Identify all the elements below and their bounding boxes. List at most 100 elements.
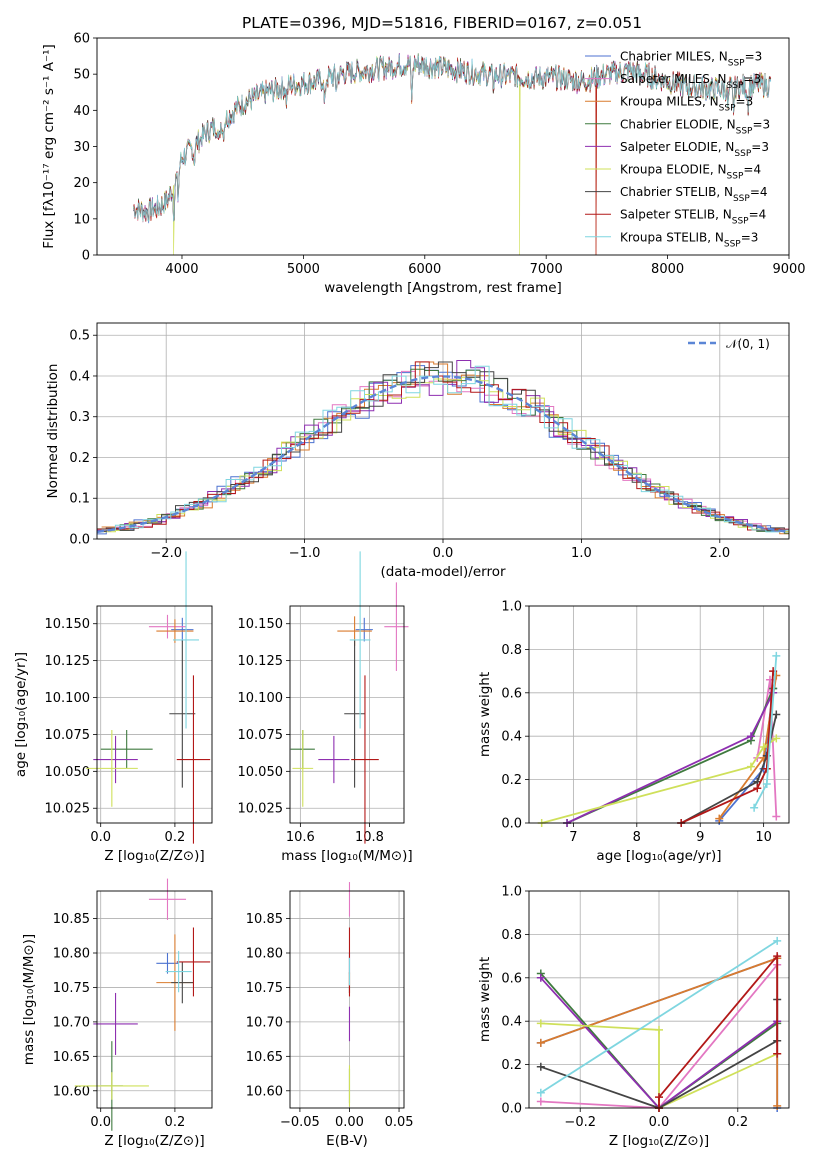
y-tick-label: 0.4: [69, 369, 90, 384]
y-axis-label: mass weight: [477, 957, 493, 1042]
errorbar-point: [171, 961, 194, 1004]
y-tick-label: 0.6: [501, 686, 522, 701]
y-tick-label: 10.80: [246, 947, 283, 962]
x-tick-label: 10.6: [286, 830, 315, 845]
y-tick-label: 10.85: [246, 912, 283, 927]
x-tick-label: 0.2: [165, 1115, 186, 1130]
axes-frame: [96, 322, 790, 540]
plus-marker: [762, 779, 771, 788]
histogram-kroupa-stelib: [101, 365, 789, 533]
errorbar-point: [292, 730, 314, 807]
x-tick-label: 4000: [165, 262, 198, 277]
x-tick-label: 10.8: [355, 830, 384, 845]
y-tick-label: 10.75: [53, 981, 90, 996]
legend-entry: Kroupa STELIB, NSSP=3: [620, 230, 758, 249]
normal-reference-curve: [96, 375, 790, 534]
axes-frame: [528, 605, 790, 824]
y-tick-label: 0.8: [501, 643, 522, 658]
y-tick-label: 10.80: [53, 947, 90, 962]
legend-entry: Chabrier ELODIE, NSSP=3: [620, 117, 770, 136]
y-tick-label: 10.75: [246, 981, 283, 996]
x-tick-label: 0.00: [335, 1115, 364, 1130]
y-tick-label: 10.125: [45, 654, 91, 669]
errorbar-point: [93, 992, 138, 1055]
legend-entry: Chabrier MILES, NSSP=3: [620, 50, 762, 69]
x-tick-label: −2.0: [150, 546, 182, 561]
x-tick-label: 2.0: [709, 546, 730, 561]
weight-line-kroupa-elodie: [541, 737, 777, 824]
weight-line-kroupa-elodie: [540, 1022, 778, 1110]
errorbar-point: [148, 878, 187, 920]
y-tick-label: 1.0: [501, 885, 522, 900]
axes-frame: [96, 890, 213, 1109]
plus-marker: [773, 936, 782, 945]
x-axis-label: Z [log₁₀(Z/Z⊙)]: [609, 1133, 709, 1149]
axes-frame: [96, 37, 790, 256]
histogram-chabrier-elodie: [97, 368, 789, 534]
plus-marker: [746, 762, 755, 771]
age-vs-mass-panel: 10.6 10.8 10.025 10.050 10.075 10.100 10.125 10…: [238, 551, 413, 864]
y-tick-label: 50: [73, 68, 90, 83]
residuals-panel: −2.0 −1.0 0.0 1.0 2.0 0.0 0.1 0.2 0.3 0.4 0.5 (data…: [45, 322, 790, 580]
x-tick-label: 0.0: [90, 1115, 111, 1130]
plus-marker: [536, 1088, 545, 1097]
plus-marker: [759, 743, 768, 752]
errorbar-point: [318, 735, 350, 784]
x-tick-label: 0.2: [727, 1115, 748, 1130]
errorbar-point: [165, 950, 192, 993]
errorbar-point: [85, 730, 138, 807]
axes-frame: [96, 605, 213, 824]
errorbar-point: [156, 619, 194, 643]
y-tick-label: 0.2: [501, 773, 522, 788]
plus-marker: [762, 764, 771, 773]
x-axis-label: mass [log₁₀(M/M⊙)]: [281, 848, 412, 864]
x-axis-label: wavelength [Angstrom, rest frame]: [324, 280, 562, 296]
y-tick-label: 0: [82, 249, 90, 264]
x-tick-label: 8000: [651, 262, 684, 277]
spectrum-line-kroupa-stelib: [133, 54, 772, 222]
y-axis-label: age [log₁₀(age/yr)]: [13, 652, 29, 777]
spectrum-panel: 4000 5000 6000 7000 8000 9000 0 10 20 30 40 50 60 wav…: [41, 32, 806, 297]
plus-marker: [536, 1062, 545, 1071]
errorbar-point: [349, 551, 371, 729]
weight-vs-age-panel: 7 8 9 10 0.0 0.2 0.4 0.6 0.8 1.0 age [log₁₀(age/yr…: [477, 600, 790, 864]
y-tick-label: 0.2: [501, 1058, 522, 1073]
y-tick-label: 10.60: [246, 1084, 283, 1099]
y-tick-label: 10.050: [45, 765, 91, 780]
weight-line-salpeter-elodie: [566, 692, 774, 824]
errorbar-point: [384, 582, 409, 671]
x-tick-label: 7000: [530, 262, 563, 277]
legend-entry: Kroupa ELODIE, NSSP=4: [620, 163, 761, 182]
weight-line-salpeter-stelib: [658, 953, 779, 1108]
errorbar-point: [173, 551, 200, 729]
x-tick-label: 10: [755, 830, 772, 845]
y-axis-label: Flux [fλ10⁻¹⁷ erg cm⁻² s⁻¹ A⁻¹]: [41, 44, 57, 249]
axes-frame: [289, 605, 405, 824]
y-tick-label: 10.65: [246, 1050, 283, 1065]
y-axis-label: mass weight: [477, 672, 493, 757]
y-tick-label: 1.0: [501, 600, 522, 615]
plus-marker: [536, 1038, 545, 1047]
y-tick-label: 10.150: [238, 617, 284, 632]
legend-entry: Chabrier STELIB, NSSP=4: [620, 185, 768, 204]
y-tick-label: 10.025: [45, 802, 91, 817]
weight-line-kroupa-stelib: [540, 940, 778, 1094]
plus-marker: [715, 814, 724, 823]
histogram-kroupa-elodie: [101, 377, 789, 533]
x-tick-label: 0.2: [165, 830, 186, 845]
x-tick-label: −0.2: [564, 1115, 596, 1130]
x-tick-label: 6000: [408, 262, 441, 277]
x-tick-label: 7: [569, 830, 577, 845]
weight-line-chabrier-stelib: [680, 714, 778, 824]
y-tick-label: 10.075: [45, 728, 91, 743]
plus-marker: [655, 1025, 663, 1034]
plus-marker: [772, 812, 781, 821]
legend-entry: Salpeter ELODIE, NSSP=3: [620, 140, 769, 159]
weight-line-chabrier-elodie: [566, 688, 774, 824]
legend-entry: Salpeter STELIB, NSSP=4: [620, 208, 766, 227]
y-tick-label: 0.6: [501, 971, 522, 986]
y-axis-label: mass [log₁₀(M/M⊙)]: [21, 934, 37, 1065]
axes-frame: [289, 890, 405, 1109]
